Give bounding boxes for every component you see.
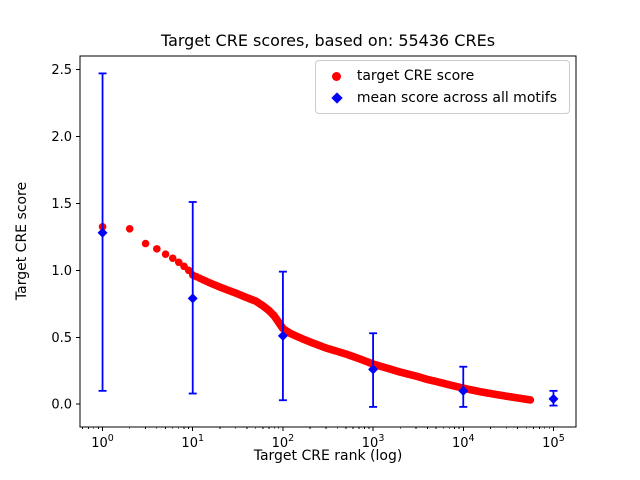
red-scatter-point: [153, 245, 161, 253]
blue-diamond-marker-icon: [331, 92, 343, 104]
blue-diamond-point: [458, 385, 469, 396]
red-scatter-point: [125, 224, 134, 233]
data-series: [97, 72, 559, 408]
y-tick-label: 0.5: [51, 331, 72, 346]
chart-title: Target CRE scores, based on: 55436 CREs: [160, 31, 496, 50]
legend-marker-box: [326, 71, 348, 81]
legend-marker-box: [326, 92, 348, 104]
red-scatter-point: [174, 258, 183, 267]
red-circle-marker-icon: [332, 71, 342, 81]
red-scatter-point: [168, 254, 177, 263]
series-target-cre-score: [98, 222, 535, 404]
y-tick-label: 2.5: [51, 63, 72, 78]
y-tick-label: 1.5: [51, 197, 72, 212]
legend-entry-mean-score: mean score across all motifs: [326, 90, 557, 106]
legend-label-target-score: target CRE score: [356, 68, 475, 84]
legend-entry-target-score: target CRE score: [326, 68, 557, 84]
blue-diamond-point: [277, 330, 288, 341]
y-axis-label: Target CRE score: [14, 181, 30, 301]
legend: target CRE score mean score across all m…: [314, 60, 570, 114]
y-tick-label: 1.0: [51, 264, 72, 279]
x-axis-label: Target CRE rank (log): [253, 448, 403, 464]
blue-diamond-point: [187, 293, 198, 304]
y-tick-label: 0.0: [51, 398, 72, 413]
blue-diamond-point: [368, 364, 379, 375]
red-scatter-point: [526, 396, 535, 404]
plot-spines: [79, 55, 577, 428]
legend-label-mean-score: mean score across all motifs: [356, 90, 557, 106]
series-mean-score: [97, 72, 559, 408]
red-scatter-point: [161, 250, 170, 259]
red-scatter-point: [141, 239, 150, 248]
blue-diamond-point: [97, 227, 108, 238]
y-tick-label: 2.0: [51, 130, 72, 145]
blue-diamond-point: [548, 393, 559, 404]
